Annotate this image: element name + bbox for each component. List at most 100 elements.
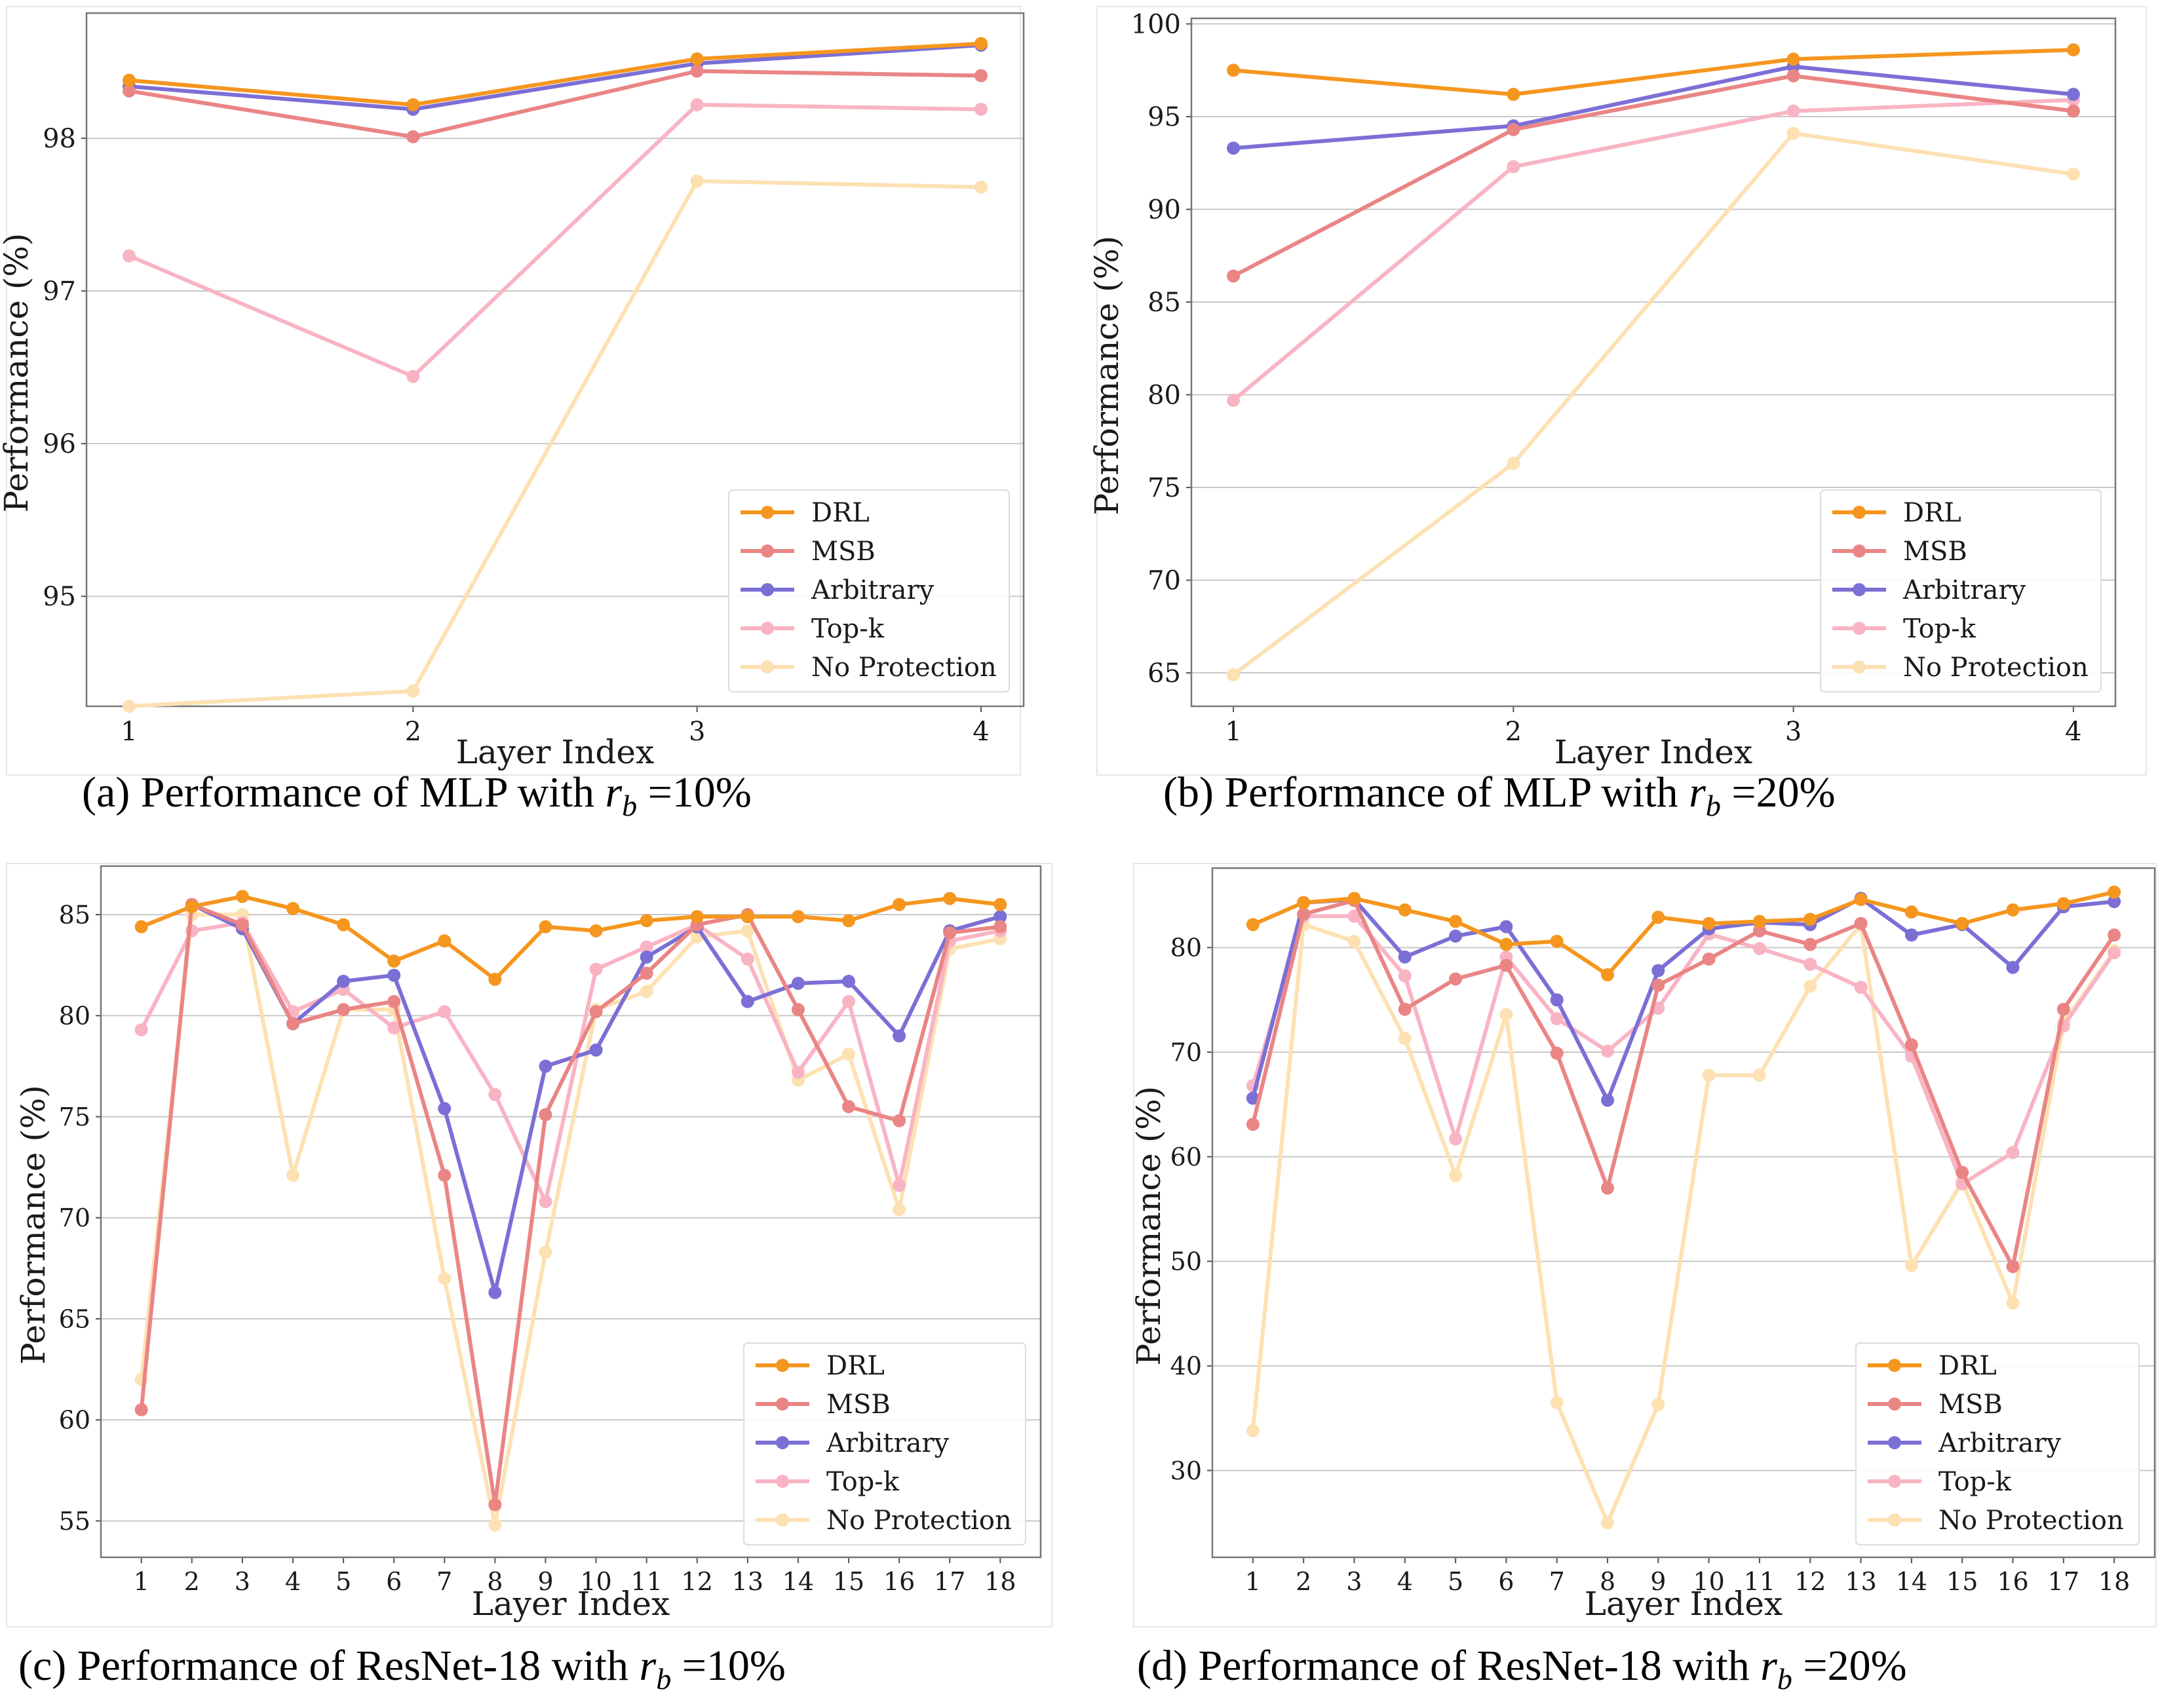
legend-item: MSB [1832, 537, 1967, 567]
data-point [1550, 993, 1564, 1007]
data-point [438, 934, 452, 948]
x-tick-label: 7 [436, 1567, 452, 1596]
x-tick-label: 4 [2065, 717, 2081, 747]
legend-item: DRL [1832, 498, 1961, 528]
legend-marker [1853, 506, 1866, 519]
legend-marker [776, 1475, 789, 1488]
data-point [286, 1017, 299, 1031]
x-tick-label: 14 [1896, 1567, 1927, 1596]
data-point [974, 180, 988, 194]
x-axis-label: Layer Index [456, 733, 654, 771]
data-point [842, 995, 856, 1008]
data-point [286, 1168, 299, 1182]
x-tick-label: 10 [580, 1567, 611, 1596]
legend: DRL MSB Arbitrary Top-k No Protection [1820, 489, 2102, 693]
data-point [993, 898, 1007, 911]
series-line [140, 894, 1001, 981]
data-point [1601, 1044, 1615, 1058]
legend-label: MSB [826, 1390, 891, 1420]
legend-marker [1853, 544, 1866, 558]
x-tick-label: 2 [1505, 717, 1522, 747]
data-point [741, 995, 754, 1008]
caption-b: (b) Performance of MLP with rb =20% [1163, 769, 1836, 823]
legend-marker [776, 1436, 789, 1449]
data-point [1246, 1424, 1260, 1437]
legend-item: No Protection [1832, 653, 2089, 683]
data-point [1651, 1397, 1665, 1411]
data-point [1904, 1259, 1918, 1272]
x-tick-label: 3 [1785, 717, 1802, 747]
data-point [1227, 668, 1241, 681]
data-point [488, 1498, 502, 1511]
legend-label: No Protection [811, 653, 997, 683]
x-axis-label: Layer Index [1554, 733, 1752, 771]
x-tick-label: 4 [285, 1567, 301, 1596]
data-point [488, 972, 502, 986]
data-point [1786, 69, 1800, 83]
series-line [1232, 131, 2074, 677]
data-point [1601, 1181, 1615, 1195]
data-point [2066, 88, 2080, 102]
data-point [791, 1003, 805, 1017]
legend-box [743, 1342, 1026, 1546]
legend-label: Arbitrary [811, 575, 934, 605]
data-point [842, 1100, 856, 1114]
data-point [842, 914, 856, 928]
y-tick-label: 95 [1147, 102, 1181, 132]
y-tick-label: 75 [59, 1103, 90, 1131]
data-point [1651, 911, 1665, 924]
legend-marker [776, 1513, 789, 1527]
legend-label: No Protection [1903, 653, 2089, 683]
x-tick-label: 4 [973, 717, 989, 747]
panel-frame [1133, 863, 2157, 1627]
data-point [387, 1021, 401, 1034]
data-point [974, 102, 988, 116]
data-point [842, 1047, 856, 1061]
data-point [1854, 892, 1868, 906]
data-point [2006, 1260, 2020, 1274]
legend-item: DRL [741, 498, 870, 528]
series-arbitrary [1246, 892, 2121, 1107]
y-tick-label: 70 [59, 1204, 90, 1232]
legend-item: Arbitrary [756, 1428, 950, 1458]
data-point [589, 1043, 603, 1057]
data-point [134, 920, 148, 934]
x-tick-label: 14 [782, 1567, 814, 1596]
data-point [1550, 1046, 1564, 1060]
data-point [1803, 938, 1817, 951]
data-point [1702, 917, 1716, 930]
legend-box [728, 489, 1010, 693]
data-point [286, 901, 299, 915]
legend-item: MSB [741, 537, 876, 567]
x-tick-label: 15 [1946, 1567, 1978, 1596]
legend-marker [776, 1359, 789, 1372]
data-point [1854, 980, 1868, 994]
y-tick-label: 65 [1147, 658, 1181, 689]
data-point [1956, 917, 1969, 930]
data-point [1550, 1395, 1564, 1409]
series-line [1252, 890, 2115, 977]
data-point [1449, 1169, 1463, 1183]
data-point [488, 1518, 502, 1532]
axes-frame [1211, 867, 2156, 1559]
data-point [589, 924, 603, 938]
series-line [128, 41, 982, 107]
data-point [1449, 915, 1463, 928]
data-point [1601, 1516, 1615, 1530]
x-tick-label: 2 [1296, 1567, 1311, 1596]
data-point [1854, 917, 1868, 930]
data-point [1499, 1008, 1513, 1021]
data-point [2108, 885, 2121, 899]
series-line [1232, 73, 2074, 278]
x-tick-label: 17 [2048, 1567, 2079, 1596]
data-point [893, 898, 906, 911]
data-point [1246, 1118, 1260, 1131]
data-point [2066, 167, 2080, 181]
legend-label: MSB [1938, 1390, 2003, 1420]
data-point [791, 1065, 805, 1079]
legend: DRL MSB Arbitrary Top-k No Protection [728, 489, 1010, 693]
x-tick-label: 18 [984, 1567, 1016, 1596]
x-tick-label: 5 [336, 1567, 351, 1596]
legend-item: No Protection [741, 653, 997, 683]
